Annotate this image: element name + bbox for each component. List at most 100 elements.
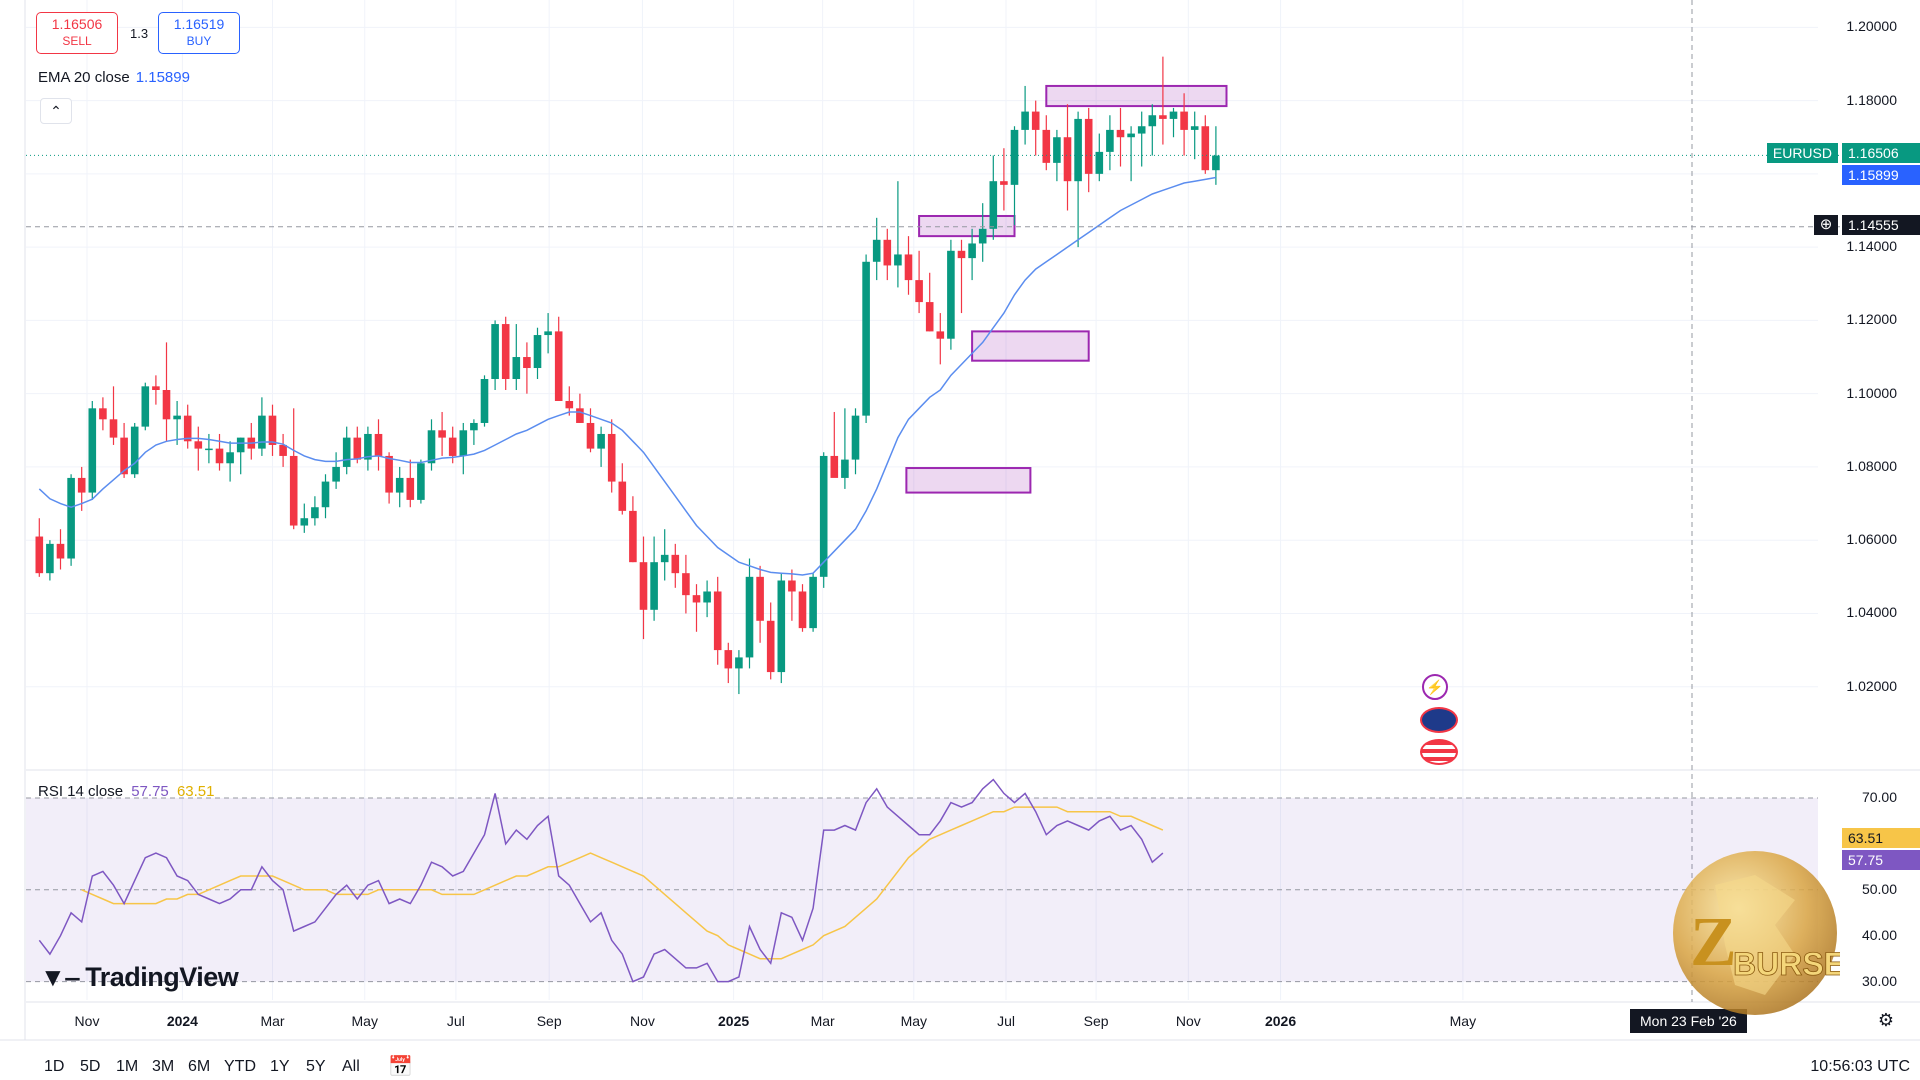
- plus-circle-icon[interactable]: ⊕: [1814, 215, 1838, 235]
- candle-body: [735, 657, 743, 669]
- zone-rect[interactable]: [1045, 84, 1228, 108]
- time-tick-label: 2025: [718, 1013, 750, 1029]
- candle-body: [448, 437, 457, 456]
- candle-body: [35, 536, 44, 574]
- candle-body: [915, 280, 923, 303]
- timeframe-5y[interactable]: 5Y: [306, 1058, 326, 1075]
- us-flag-icon[interactable]: [1420, 739, 1458, 765]
- rsi-tick-label: 40.00: [1861, 926, 1897, 943]
- candle-body: [427, 430, 436, 464]
- candle-body: [766, 620, 775, 673]
- time-tick-label: Nov: [74, 1013, 100, 1029]
- rsi-legend-value: 57.75: [131, 783, 169, 800]
- candle-body: [438, 430, 446, 438]
- timeframe-6m[interactable]: 6M: [188, 1058, 211, 1075]
- tradingview-logo-icon: ▼‒: [40, 962, 80, 992]
- candle-body: [279, 444, 287, 456]
- candle-body: [1021, 111, 1029, 130]
- candle-body: [173, 415, 181, 420]
- candle-body: [183, 415, 192, 442]
- utc-clock[interactable]: 10:56:03 UTC: [1810, 1058, 1910, 1075]
- candle-body: [109, 419, 118, 438]
- zone-rect[interactable]: [918, 214, 1016, 238]
- calendar-range-icon[interactable]: 📅: [388, 1056, 413, 1078]
- candle-body: [883, 239, 892, 266]
- candle-body: [597, 433, 605, 449]
- rsi-legend[interactable]: RSI 14 close 57.75 63.51: [38, 783, 214, 800]
- demand-supply-zones[interactable]: [905, 84, 1228, 494]
- candle-body: [745, 576, 754, 658]
- symbol-tag: EURUSD: [1766, 143, 1838, 163]
- lightning-event-icon[interactable]: ⚡: [1422, 674, 1448, 700]
- timeframe-3m[interactable]: 3M: [152, 1058, 175, 1075]
- candle-body: [311, 507, 319, 519]
- timeframe-ytd[interactable]: YTD: [224, 1058, 256, 1075]
- candle-body: [1063, 137, 1072, 182]
- time-tick-label: Sep: [536, 1013, 562, 1029]
- candle-body: [226, 452, 234, 464]
- price-tick-label: 1.12000: [1846, 311, 1897, 328]
- rsi-legend-ma-value: 63.51: [176, 783, 215, 800]
- candle-body: [300, 518, 309, 526]
- candle-body: [1190, 126, 1199, 130]
- candle-body: [130, 426, 139, 475]
- eu-flag-icon[interactable]: [1420, 707, 1458, 733]
- candle-body: [894, 254, 902, 266]
- candle-body: [968, 243, 976, 259]
- candle-body: [1201, 126, 1210, 171]
- crosshair-price-tag: 1.14555: [1842, 215, 1920, 235]
- candle-body: [417, 463, 425, 500]
- candle-body: [819, 455, 828, 577]
- candle-body: [215, 448, 224, 464]
- candle-body: [1084, 118, 1093, 174]
- candle-body: [120, 437, 128, 475]
- candle-body: [713, 591, 722, 651]
- candle-body: [406, 477, 415, 500]
- candle-body: [682, 573, 690, 596]
- candle-body: [565, 400, 574, 409]
- settings-gear-icon[interactable]: ⚙: [1877, 1010, 1894, 1030]
- candle-body: [809, 576, 817, 629]
- candle-body: [385, 455, 393, 493]
- candle-body: [88, 408, 97, 493]
- time-tick-label: May: [351, 1013, 378, 1029]
- candle-body: [374, 433, 383, 456]
- timeframe-all[interactable]: All: [342, 1058, 360, 1075]
- timeframe-1d[interactable]: 1D: [44, 1058, 65, 1075]
- candle-body: [1169, 111, 1178, 119]
- ema-legend[interactable]: EMA 20 close 1.15899: [38, 69, 190, 86]
- timeframe-1y[interactable]: 1Y: [270, 1058, 290, 1075]
- candle-body: [724, 650, 733, 669]
- candle-body: [777, 580, 786, 673]
- candle-body: [607, 433, 616, 482]
- collapse-chevron-icon[interactable]: ⌃: [40, 98, 72, 124]
- sell-quote-button[interactable]: 1.16506 SELL: [36, 12, 118, 54]
- candle-body: [576, 408, 584, 423]
- grid: [0, 0, 1920, 1041]
- candle-body: [947, 250, 955, 339]
- price-tick-label: 1.08000: [1846, 457, 1897, 474]
- zone-rect[interactable]: [971, 330, 1090, 362]
- candle-body: [1212, 155, 1220, 171]
- zone-rect[interactable]: [905, 467, 1032, 494]
- candle-body: [586, 422, 595, 449]
- last-price-tag: 1.16506: [1842, 143, 1920, 163]
- candle-body: [904, 254, 913, 281]
- tradingview-logo: ▼‒ TradingView: [40, 962, 239, 993]
- candle-body: [395, 477, 404, 493]
- time-tick-label: Mar: [810, 1013, 835, 1029]
- candle-body: [629, 510, 637, 563]
- timeframe-5d[interactable]: 5D: [80, 1058, 101, 1075]
- time-tick-label: May: [1449, 1013, 1477, 1029]
- candle-body: [639, 562, 648, 610]
- candle-body: [1053, 137, 1061, 163]
- candle-body: [162, 390, 171, 420]
- rsi-legend-label: RSI 14 close: [38, 783, 124, 800]
- buy-quote-button[interactable]: 1.16519 BUY: [158, 12, 240, 54]
- candle-body: [332, 466, 340, 482]
- spread-value: 1.3: [130, 26, 149, 41]
- candle-body: [1137, 126, 1146, 134]
- brand-name: TradingView: [85, 962, 239, 992]
- timeframe-1m[interactable]: 1M: [116, 1058, 139, 1075]
